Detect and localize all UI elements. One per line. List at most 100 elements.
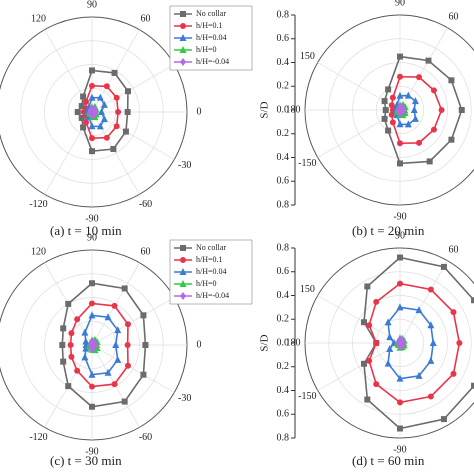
marker — [92, 109, 99, 118]
r-tick-label: 0.6 — [277, 33, 290, 44]
marker — [67, 342, 74, 348]
marker — [411, 114, 419, 122]
r-tick-label: 0.4 — [277, 385, 290, 396]
legend: No collar h/H=0.1 h/H=0.04 h/H=0 h/H=-0.04 — [169, 5, 253, 71]
r-tick-label: 0.8 — [277, 432, 290, 443]
marker — [124, 109, 131, 115]
marker — [60, 325, 67, 332]
angle-tick-label: -90 — [85, 446, 98, 457]
marker — [59, 342, 66, 348]
marker — [397, 73, 403, 80]
marker — [113, 94, 120, 101]
r-tick-label: 0.2 — [277, 314, 290, 325]
marker — [415, 306, 423, 314]
marker — [400, 107, 407, 116]
marker — [397, 254, 403, 261]
marker — [366, 322, 373, 329]
marker — [104, 368, 112, 376]
marker — [180, 257, 186, 263]
angle-tick-label: 120 — [31, 14, 46, 25]
marker — [450, 370, 457, 377]
marker — [81, 353, 89, 361]
marker — [373, 340, 380, 346]
marker — [397, 160, 403, 167]
angle-tick-label: -150 — [298, 391, 316, 402]
marker — [115, 109, 122, 115]
marker — [89, 403, 95, 410]
angle-tick-label: -30 — [178, 393, 191, 404]
marker — [89, 383, 95, 390]
marker — [397, 140, 403, 147]
marker — [80, 93, 87, 100]
marker — [89, 82, 95, 89]
marker — [111, 302, 118, 309]
marker — [124, 362, 131, 369]
marker — [381, 98, 388, 105]
r-tick-label: 0.6 — [277, 409, 290, 420]
marker — [427, 393, 434, 400]
marker — [180, 23, 186, 29]
angle-tick-label: 0 — [197, 339, 202, 350]
marker — [180, 292, 186, 300]
marker — [65, 300, 72, 307]
marker — [448, 77, 455, 84]
angle-tick-label: -90 — [393, 444, 406, 455]
marker — [430, 126, 437, 133]
marker — [78, 103, 85, 110]
marker — [68, 353, 75, 360]
r-axis-label: S/D — [259, 334, 271, 351]
marker — [104, 313, 112, 321]
marker — [180, 245, 186, 251]
marker — [385, 86, 392, 93]
angle-tick-label: 60 — [449, 12, 459, 23]
marker — [396, 91, 404, 99]
marker — [381, 115, 388, 122]
marker — [89, 300, 95, 307]
marker — [122, 128, 129, 135]
angle-tick-label: 150 — [300, 284, 315, 295]
angle-tick-label: -60 — [139, 432, 152, 443]
marker — [373, 381, 380, 388]
r-tick-label: 0.2 — [277, 128, 290, 139]
marker — [415, 371, 423, 379]
legend-label: h/H=0.1 — [196, 21, 223, 30]
marker — [65, 383, 72, 390]
marker — [96, 93, 104, 101]
marker — [458, 107, 465, 113]
marker — [81, 328, 89, 336]
marker — [124, 321, 131, 328]
marker — [114, 355, 122, 363]
marker — [400, 340, 407, 349]
panel-caption: (c) t = 30 min — [50, 453, 122, 468]
marker — [103, 83, 110, 90]
marker — [83, 119, 90, 126]
marker — [92, 342, 99, 351]
marker — [386, 333, 394, 341]
grid-spoke — [91, 297, 175, 346]
marker — [88, 122, 96, 130]
marker — [404, 91, 412, 99]
angle-tick-label: 90 — [87, 232, 97, 243]
marker — [440, 263, 447, 270]
marker — [397, 280, 403, 287]
marker — [103, 134, 110, 141]
marker — [388, 111, 395, 118]
r-tick-label: 0.6 — [277, 266, 290, 277]
marker — [430, 87, 437, 94]
r-tick-label: 0.8 — [277, 242, 290, 253]
marker — [397, 53, 403, 60]
marker — [456, 340, 463, 346]
marker — [80, 124, 87, 131]
marker — [364, 396, 371, 403]
marker — [88, 93, 96, 101]
marker — [180, 58, 186, 66]
marker — [366, 357, 373, 364]
marker — [98, 108, 105, 115]
marker — [100, 100, 108, 108]
marker — [180, 11, 186, 17]
angle-tick-label: 60 — [449, 245, 459, 256]
marker — [450, 309, 457, 316]
grid-spoke — [317, 342, 401, 391]
